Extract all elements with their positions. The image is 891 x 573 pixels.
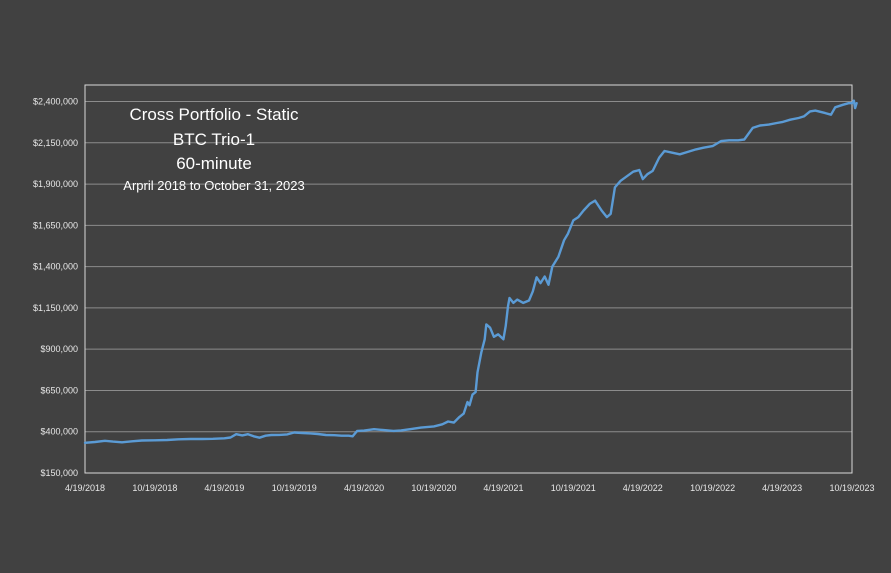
y-tick-label: $1,900,000 [33, 179, 78, 189]
y-tick-label: $1,150,000 [33, 303, 78, 313]
chart-title-line-1: Cross Portfolio - Static [129, 105, 299, 124]
y-tick-label: $150,000 [40, 468, 78, 478]
y-tick-label: $2,400,000 [33, 97, 78, 107]
y-tick-label: $1,650,000 [33, 220, 78, 230]
chart-subtitle: Arpril 2018 to October 31, 2023 [123, 178, 304, 193]
gridlines [85, 101, 852, 433]
y-tick-label: $2,150,000 [33, 138, 78, 148]
x-tick-label: 4/19/2023 [762, 483, 802, 493]
chart-title-line-2: BTC Trio-1 [173, 130, 255, 149]
x-tick-label: 10/19/2021 [551, 483, 596, 493]
x-tick-label: 4/19/2019 [204, 483, 244, 493]
x-axis: 4/19/2018 10/19/2018 4/19/2019 10/19/2019 4/… [65, 483, 875, 493]
x-tick-label: 4/19/2021 [483, 483, 523, 493]
x-tick-label: 4/19/2022 [623, 483, 663, 493]
x-tick-label: 4/19/2020 [344, 483, 384, 493]
chart-title-line-3: 60-minute [176, 154, 252, 173]
series-layer [83, 99, 858, 444]
y-tick-label: $400,000 [40, 427, 78, 437]
chart-title: Cross Portfolio - Static BTC Trio-1 60-m… [123, 105, 304, 193]
x-tick-label: 10/19/2018 [132, 483, 177, 493]
y-tick-label: $1,400,000 [33, 262, 78, 272]
x-tick-label: 10/19/2022 [690, 483, 735, 493]
x-tick-label: 10/19/2023 [829, 483, 874, 493]
y-axis: $150,000 $400,000 $650,000 $900,000 $1,150,0… [33, 97, 78, 478]
y-tick-label: $650,000 [40, 385, 78, 395]
plot-area [84, 84, 853, 474]
y-tick-label: $900,000 [40, 344, 78, 354]
x-tick-label: 10/19/2020 [411, 483, 456, 493]
x-tick-label: 10/19/2019 [272, 483, 317, 493]
series-line [83, 99, 858, 444]
x-tick-label: 4/19/2018 [65, 483, 105, 493]
